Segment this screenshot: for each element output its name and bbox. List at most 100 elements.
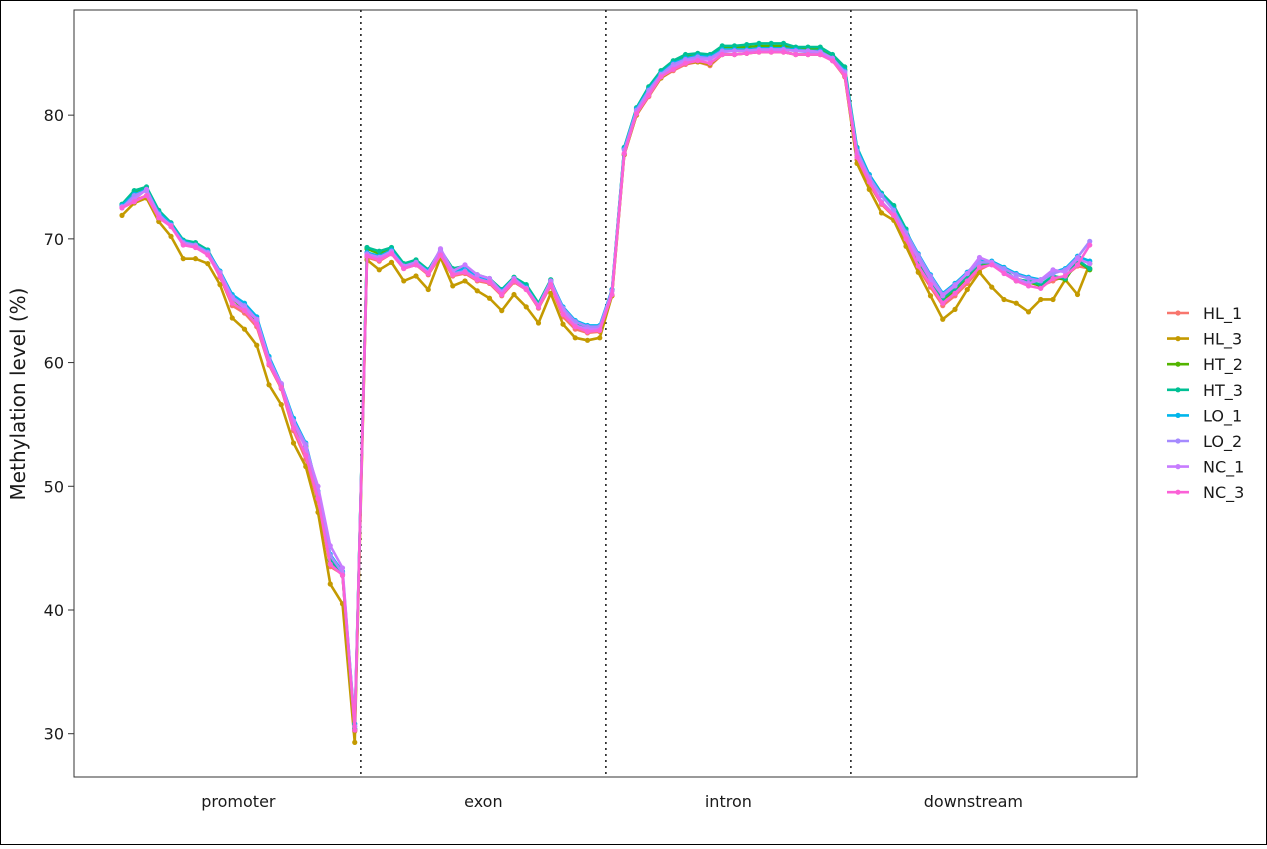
data-point [1025, 309, 1032, 315]
data-point [719, 51, 725, 58]
data-point [1087, 238, 1093, 244]
data-point [756, 49, 762, 55]
legend: HL_1 HL_3 HT_2 HT_3 LO_1 LO_2 NC_1 NC_3 [1167, 304, 1244, 503]
data-point [303, 463, 309, 470]
legend-label: HT_3 [1203, 381, 1243, 401]
data-point [560, 321, 566, 327]
data-point [952, 290, 958, 296]
data-point [523, 304, 529, 310]
plot-area [73, 9, 1138, 778]
data-point [976, 269, 983, 275]
data-point [413, 273, 419, 279]
legend-item: LO_1 [1167, 406, 1242, 426]
data-point [1013, 272, 1019, 278]
data-point [768, 49, 774, 55]
data-point [989, 284, 995, 290]
x-region-label: downstream [924, 792, 1023, 811]
data-point [376, 257, 382, 263]
data-point [1050, 275, 1056, 282]
legend-item: HL_3 [1167, 330, 1242, 350]
data-point [401, 265, 407, 272]
data-point [254, 342, 260, 348]
data-point [1013, 278, 1019, 284]
data-point [339, 565, 346, 571]
data-point [364, 253, 370, 259]
data-point [560, 311, 566, 317]
data-point [780, 40, 787, 47]
series-line [121, 48, 1091, 728]
data-point [511, 291, 517, 298]
data-point [425, 270, 431, 277]
data-point [744, 50, 750, 56]
data-point [780, 49, 787, 55]
data-point [254, 316, 260, 322]
data-point [523, 286, 529, 293]
data-point [878, 210, 885, 216]
data-point [241, 308, 248, 314]
legend-item: LO_2 [1167, 432, 1242, 452]
data-point [633, 111, 640, 117]
data-point [499, 308, 505, 314]
data-point [535, 304, 542, 310]
y-tick-label: 50 [44, 477, 64, 496]
data-point [1025, 275, 1032, 282]
data-point [131, 199, 137, 205]
data-point [1062, 273, 1068, 279]
legend-item: NC_1 [1167, 458, 1244, 478]
data-point [964, 286, 970, 293]
series-HL_1 [119, 49, 1093, 734]
data-point [952, 306, 958, 312]
data-point [744, 42, 750, 48]
y-tick-label: 60 [44, 354, 64, 373]
data-point [731, 48, 738, 54]
legend-item: HT_3 [1167, 381, 1243, 401]
legend-label: LO_1 [1203, 406, 1242, 426]
legend-label: NC_1 [1203, 458, 1244, 478]
data-point [168, 223, 174, 230]
data-point [401, 278, 407, 284]
data-point [829, 58, 836, 64]
data-point [278, 402, 284, 408]
data-point [119, 205, 125, 211]
data-point [290, 440, 297, 446]
data-point [450, 272, 456, 278]
data-point [964, 270, 970, 277]
data-point [254, 321, 260, 327]
data-point [1074, 256, 1081, 262]
data-point [682, 51, 689, 58]
data-point [805, 48, 811, 54]
data-point [290, 425, 297, 431]
y-tick-label: 30 [44, 725, 64, 744]
data-point [989, 262, 995, 268]
legend-key-point [1175, 387, 1181, 393]
series-NC_3 [119, 49, 1093, 733]
data-point [940, 300, 946, 306]
data-point [842, 72, 848, 79]
data-point [952, 283, 958, 289]
x-region-label: exon [464, 792, 502, 811]
data-point [339, 572, 346, 578]
data-point [180, 256, 186, 262]
legend-label: LO_2 [1203, 432, 1242, 452]
data-point [927, 293, 934, 299]
data-point [437, 252, 444, 258]
x-region-label: intron [705, 792, 752, 811]
data-point [1025, 283, 1032, 289]
data-point [1087, 261, 1093, 267]
data-point [462, 278, 468, 284]
data-point [143, 192, 150, 199]
data-point [891, 212, 897, 218]
data-point [352, 739, 358, 745]
data-point [425, 286, 431, 293]
data-point [719, 43, 725, 49]
data-point [805, 44, 811, 50]
data-point [143, 186, 150, 192]
data-point [205, 252, 211, 258]
y-tick-label: 70 [44, 230, 64, 249]
legend-key-point [1175, 438, 1181, 444]
data-point [303, 452, 309, 458]
data-point [964, 278, 970, 284]
data-point [597, 327, 603, 334]
data-point [1001, 296, 1007, 303]
